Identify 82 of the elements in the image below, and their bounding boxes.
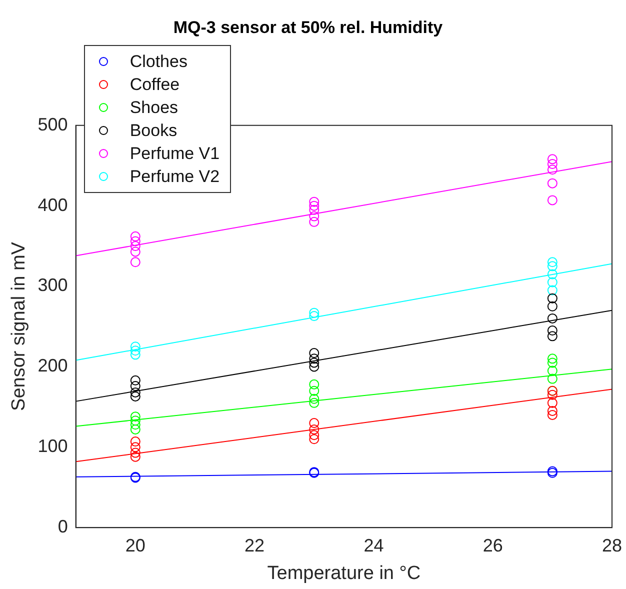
point (130, 387, 140, 398)
point (309, 348, 320, 358)
y-tick-label: 300 (38, 275, 68, 296)
point (309, 379, 320, 390)
point (130, 246, 140, 257)
y-tick-label: 0 (58, 516, 68, 537)
legend-label: Clothes (130, 52, 188, 72)
x-axis-title: Temperature in °C (267, 562, 421, 584)
point (130, 257, 140, 268)
point (547, 398, 558, 408)
point (309, 430, 320, 440)
x-tick-label: 22 (244, 535, 265, 556)
point (130, 452, 140, 462)
point (309, 358, 320, 368)
point (547, 159, 558, 170)
point (547, 354, 558, 364)
point (130, 448, 140, 458)
point (130, 346, 140, 356)
point (547, 195, 558, 206)
point (309, 394, 320, 404)
point (547, 261, 558, 272)
point (309, 424, 320, 434)
point (130, 420, 140, 430)
point (547, 285, 558, 296)
point (547, 164, 558, 175)
point (547, 358, 558, 368)
point (309, 398, 320, 408)
y-tick-label: 400 (38, 194, 68, 215)
point (309, 196, 320, 207)
point (309, 386, 320, 396)
point (547, 326, 558, 336)
legend-label: Coffee (130, 74, 180, 95)
point (130, 416, 140, 426)
point (309, 216, 320, 227)
point (130, 236, 140, 246)
point (547, 154, 558, 164)
point (130, 381, 140, 392)
point (309, 434, 320, 444)
y-tick-label: 500 (38, 114, 68, 134)
point (130, 231, 140, 242)
chart-title: MQ-3 sensor at 50% rel. Humidity (173, 18, 444, 37)
point (309, 311, 320, 322)
y-tick-label: 100 (38, 436, 68, 456)
legend-label: Shoes (130, 98, 178, 118)
point (309, 354, 320, 364)
legend-label: Perfume V1 (130, 144, 220, 164)
point (309, 211, 320, 222)
point (547, 293, 558, 304)
point (130, 342, 140, 352)
point (547, 374, 558, 384)
point (130, 391, 140, 402)
point (547, 269, 558, 280)
point (309, 308, 320, 318)
point (547, 313, 558, 324)
y-tick-label: 200 (38, 356, 68, 376)
point (547, 178, 558, 188)
point (547, 410, 558, 420)
x-tick-label: 28 (602, 535, 622, 556)
point (130, 424, 140, 434)
point (309, 362, 320, 372)
point (547, 390, 558, 400)
x-tick-label: 24 (364, 535, 384, 556)
y-axis-title: Sensor signal in mV (8, 242, 30, 411)
point (130, 436, 140, 447)
point (547, 331, 558, 342)
point (130, 412, 140, 422)
point (130, 241, 140, 252)
point (547, 366, 558, 376)
point (547, 277, 558, 288)
legend-label: Books (130, 120, 178, 141)
x-tick-label: 20 (125, 535, 146, 556)
point (130, 375, 140, 386)
x-tick-label: 26 (482, 535, 503, 556)
legend-label: Perfume V2 (130, 166, 220, 187)
point (547, 406, 558, 416)
point (309, 418, 320, 428)
point (130, 442, 140, 452)
point (547, 301, 558, 312)
point (309, 200, 320, 211)
point (309, 204, 320, 215)
point (130, 350, 140, 360)
point (547, 257, 558, 268)
